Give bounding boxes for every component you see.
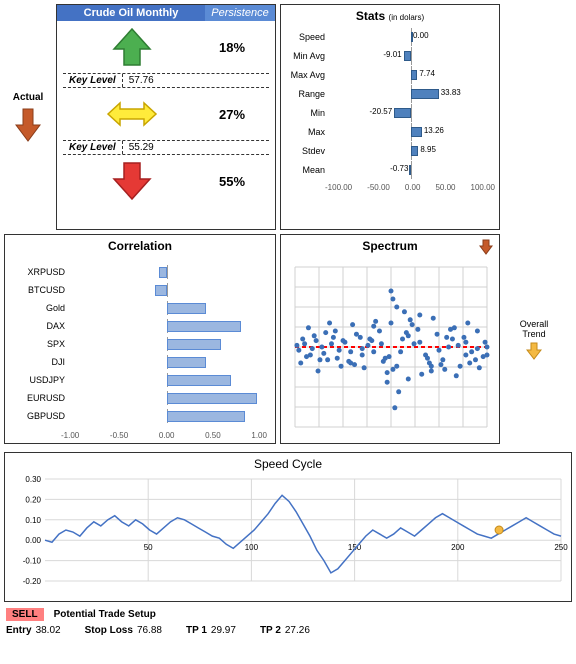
- svg-text:0.10: 0.10: [25, 516, 41, 525]
- stat-label: Range: [287, 89, 329, 99]
- trade-field: Entry38.02: [6, 625, 79, 636]
- stats-title: Stats (in dolars): [281, 5, 499, 27]
- svg-text:-0.10: -0.10: [23, 557, 42, 566]
- stat-row: Speed0.00: [287, 27, 493, 46]
- stats-panel: Stats (in dolars) Speed0.00Min Avg-9.01M…: [280, 4, 500, 230]
- correlation-row: XRPUSD: [15, 263, 265, 281]
- trade-field: TP 129.97: [186, 625, 254, 636]
- overall-arrow-icon: [526, 342, 542, 360]
- speed-cycle-panel: Speed Cycle 0.30 0.20 0.10 0.00 -0.10 -0.20 50…: [4, 452, 572, 602]
- spectrum-chart: [287, 259, 495, 435]
- svg-text:200: 200: [451, 543, 465, 552]
- stat-label: Stdev: [287, 146, 329, 156]
- up-arrow-icon: [110, 25, 154, 69]
- svg-text:0.00: 0.00: [25, 536, 41, 545]
- correlation-row: Gold: [15, 299, 265, 317]
- trade-action: SELL: [6, 608, 44, 621]
- actual-indicator: Actual: [4, 4, 52, 230]
- svg-text:50: 50: [144, 543, 153, 552]
- stat-row: Min-20.57: [287, 103, 493, 122]
- correlation-row: SPX: [15, 335, 265, 353]
- svg-text:250: 250: [554, 543, 568, 552]
- stat-label: Speed: [287, 32, 329, 42]
- svg-text:-0.20: -0.20: [23, 577, 42, 586]
- stat-label: Min: [287, 108, 329, 118]
- down-arrow-icon: [110, 159, 154, 203]
- persistence-panel: Crude Oil Monthly Persistence 18% Key Le…: [56, 4, 276, 230]
- actual-label: Actual: [13, 92, 44, 103]
- trade-setup-label: Potential Trade Setup: [54, 609, 156, 620]
- up-percent: 18%: [207, 40, 257, 55]
- speed-chart: 0.30 0.20 0.10 0.00 -0.10 -0.20 50 100 150 200 250: [11, 475, 571, 595]
- persistence-subtitle: Persistence: [205, 5, 275, 21]
- correlation-row: GBPUSD: [15, 407, 265, 425]
- correlation-row: DAX: [15, 317, 265, 335]
- correlation-row: DJI: [15, 353, 265, 371]
- key-level-1: Key Level 57.76: [63, 73, 269, 88]
- persistence-title: Crude Oil Monthly: [57, 5, 205, 21]
- svg-text:0.30: 0.30: [25, 475, 41, 484]
- stat-label: Min Avg: [287, 51, 329, 61]
- trade-field: TP 227.26: [260, 625, 328, 636]
- actual-arrow-down-icon: [14, 107, 42, 143]
- key-level-2: Key Level 55.29: [63, 140, 269, 155]
- stat-label: Mean: [287, 165, 329, 175]
- svg-text:0.20: 0.20: [25, 495, 41, 504]
- down-percent: 55%: [207, 174, 257, 189]
- stat-row: Range33.83: [287, 84, 493, 103]
- correlation-row: USDJPY: [15, 371, 265, 389]
- trade-field: Stop Loss76.88: [85, 625, 180, 636]
- correlation-title: Correlation: [5, 235, 275, 257]
- mid-arrow-icon: [106, 99, 158, 129]
- trade-setup: SELL Potential Trade Setup Entry38.02 Sto…: [0, 606, 576, 642]
- persistence-header: Crude Oil Monthly Persistence: [57, 5, 275, 21]
- stat-row: Max13.26: [287, 122, 493, 141]
- correlation-row: EURUSD: [15, 389, 265, 407]
- stat-row: Max Avg7.74: [287, 65, 493, 84]
- svg-text:150: 150: [348, 543, 362, 552]
- overall-trend: Overall Trend: [504, 234, 564, 444]
- spectrum-arrow-icon: [479, 239, 493, 255]
- spectrum-title: Spectrum: [281, 235, 499, 257]
- stat-row: Stdev8.95: [287, 141, 493, 160]
- stat-row: Min Avg-9.01: [287, 46, 493, 65]
- spectrum-panel: Spectrum: [280, 234, 500, 444]
- speed-title: Speed Cycle: [5, 453, 571, 475]
- correlation-panel: Correlation XRPUSDBTCUSDGoldDAXSPXDJIUSD…: [4, 234, 276, 444]
- stat-label: Max Avg: [287, 70, 329, 80]
- mid-percent: 27%: [207, 107, 257, 122]
- svg-text:100: 100: [245, 543, 259, 552]
- correlation-row: BTCUSD: [15, 281, 265, 299]
- stat-row: Mean-0.73: [287, 160, 493, 179]
- stat-label: Max: [287, 127, 329, 137]
